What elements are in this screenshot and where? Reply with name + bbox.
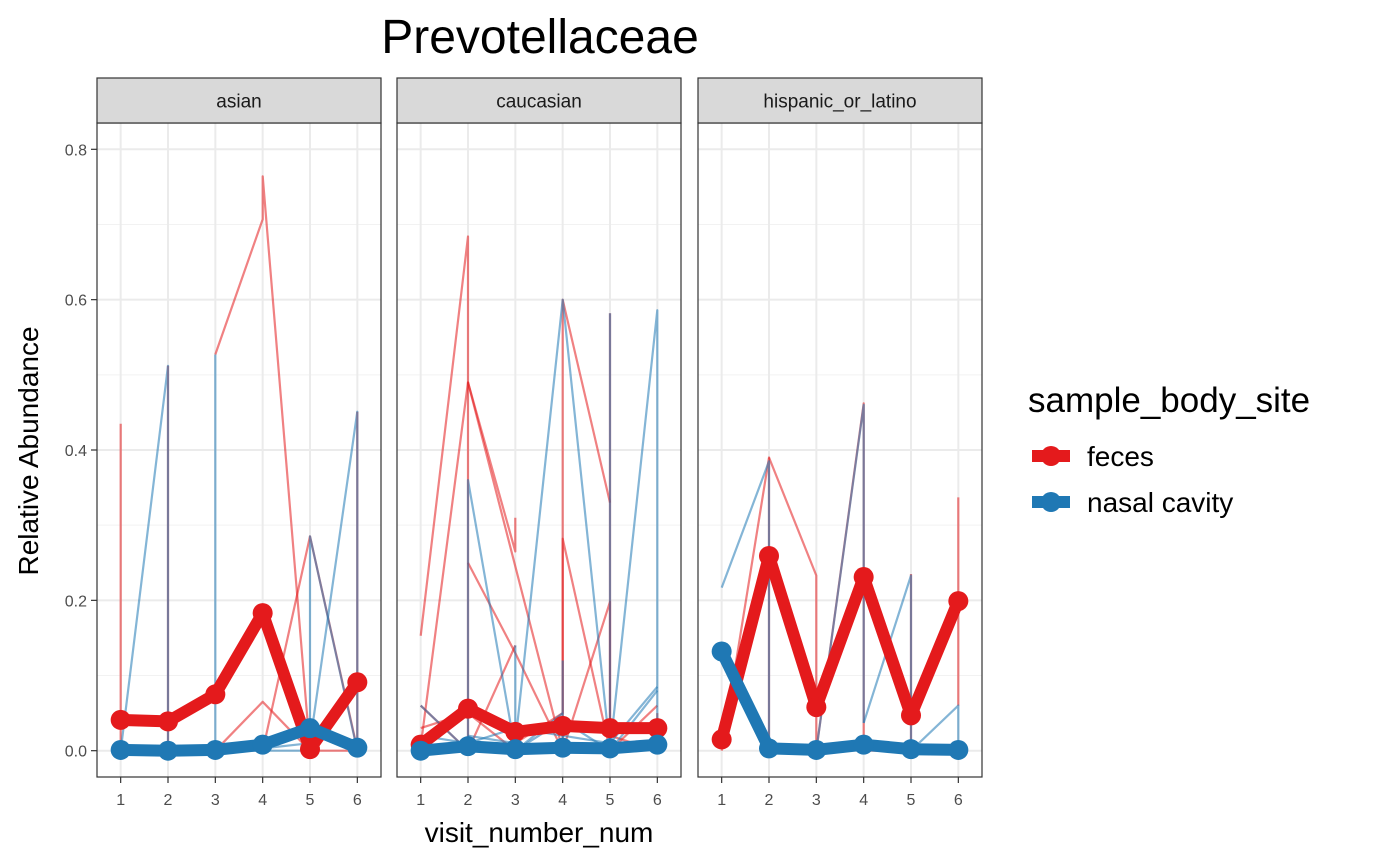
- mean-point-nasal-cavity: [806, 739, 827, 760]
- x-tick-label: 5: [907, 792, 916, 809]
- mean-point-nasal-cavity: [347, 737, 368, 758]
- mean-point-feces: [552, 715, 573, 736]
- individual-line-nasal-cavity: [262, 410, 359, 751]
- chart-title: Prevotellaceae: [381, 11, 699, 64]
- facet-panel-asian: asian 1 2 3 4 5 6 0.0 0.2 0.4 0.6 0.8: [65, 77, 382, 809]
- x-tick-label: 2: [765, 792, 774, 809]
- legend-entry-feces: feces: [1032, 441, 1154, 472]
- individual-line-feces: [466, 298, 612, 752]
- x-tick-label: 4: [859, 792, 868, 809]
- mean-point-nasal-cavity: [600, 738, 620, 759]
- facet-strip-label: caucasian: [496, 92, 582, 113]
- x-tick-label: 4: [258, 792, 267, 809]
- mean-point-feces: [600, 718, 620, 739]
- mean-point-feces: [300, 739, 320, 760]
- mean-point-nasal-cavity: [948, 739, 969, 760]
- mean-point-feces: [252, 603, 273, 624]
- mean-point-feces: [711, 729, 732, 750]
- mean-point-feces: [458, 698, 478, 719]
- mean-point-nasal-cavity: [458, 736, 478, 757]
- mean-point-feces: [205, 684, 226, 705]
- x-tick-label: 2: [164, 792, 173, 809]
- individual-line-nasal-cavity: [608, 309, 659, 752]
- mean-point-nasal-cavity: [647, 734, 668, 755]
- individual-line-nasal-cavity: [514, 689, 659, 752]
- mean-point-nasal-cavity: [110, 739, 131, 760]
- x-tick-label: 3: [211, 792, 220, 809]
- facet-strip: [96, 77, 382, 124]
- y-tick-label: 0.4: [65, 443, 87, 460]
- x-axis-title: visit_number_num: [425, 817, 654, 848]
- legend-entry-nasal-cavity: nasal cavity: [1032, 487, 1233, 518]
- facet-strip-label: asian: [216, 92, 261, 113]
- mean-point-nasal-cavity: [300, 718, 320, 739]
- individual-line-feces: [419, 381, 517, 747]
- mean-line-nasal-cavity: [420, 738, 658, 757]
- x-tick-label: 3: [511, 792, 520, 809]
- individual-line-nasal-cavity: [862, 574, 913, 751]
- x-tick-label: 1: [717, 792, 726, 809]
- individual-line-nasal-cavity: [910, 704, 960, 752]
- x-tick-label: 3: [812, 792, 821, 809]
- mean-point-nasal-cavity: [505, 739, 526, 760]
- mean-point-feces: [948, 591, 969, 612]
- legend-label-feces: feces: [1087, 441, 1154, 472]
- x-tick-label: 6: [954, 792, 963, 809]
- mean-point-feces: [347, 672, 368, 693]
- legend-key-point-nasal-cavity: [1041, 492, 1061, 512]
- y-tick-label: 0.2: [65, 593, 87, 610]
- legend-label-nasal-cavity: nasal cavity: [1087, 487, 1233, 518]
- legend-title: sample_body_site: [1028, 381, 1310, 420]
- facet-panel-hispanic_or_latino: hispanic_or_latino 1 2 3 4 5 6: [697, 77, 983, 809]
- facet-strip: [697, 77, 983, 124]
- legend: sample_body_site feces nasal cavity: [1028, 381, 1310, 518]
- individual-line-nasal-cavity: [119, 364, 170, 751]
- mean-point-nasal-cavity: [252, 734, 273, 755]
- mean-point-feces: [806, 697, 827, 718]
- mean-point-nasal-cavity: [901, 739, 921, 760]
- mean-point-nasal-cavity: [711, 641, 732, 662]
- mean-point-feces: [110, 709, 131, 730]
- x-tick-label: 5: [306, 792, 315, 809]
- mean-point-feces: [158, 711, 178, 732]
- x-tick-label: 4: [558, 792, 567, 809]
- facet-panel-caucasian: caucasian 1 2 3 4 5 6: [396, 77, 682, 809]
- y-tick-label: 0.0: [65, 744, 87, 761]
- mean-point-feces: [505, 721, 526, 742]
- x-tick-label: 1: [416, 792, 425, 809]
- mean-line-feces: [715, 550, 964, 741]
- mean-point-feces: [901, 705, 921, 726]
- mean-point-nasal-cavity: [205, 739, 226, 760]
- mean-point-nasal-cavity: [552, 737, 573, 758]
- y-tick-label: 0.8: [65, 142, 87, 159]
- mean-point-nasal-cavity: [158, 740, 178, 761]
- x-tick-label: 5: [606, 792, 615, 809]
- facet-panels: asian 1 2 3 4 5 6 0.0 0.2 0.4 0.6 0.8 caucasian 1 2 3 4 5…: [65, 77, 983, 809]
- mean-point-feces: [759, 545, 779, 566]
- x-tick-label: 6: [653, 792, 662, 809]
- mean-point-nasal-cavity: [410, 740, 431, 761]
- mean-point-nasal-cavity: [853, 734, 874, 755]
- individual-line-nasal-cavity: [262, 535, 359, 752]
- mean-point-feces: [853, 567, 874, 588]
- facet-strip-label: hispanic_or_latino: [763, 92, 916, 113]
- individual-line-nasal-cavity: [815, 403, 865, 751]
- legend-key-point-feces: [1041, 446, 1061, 466]
- individual-line-nasal-cavity: [467, 298, 612, 751]
- mean-point-nasal-cavity: [759, 738, 779, 759]
- mean-point-feces: [647, 718, 668, 739]
- x-tick-label: 6: [353, 792, 362, 809]
- facet-strip: [396, 77, 682, 124]
- y-tick-label: 0.6: [65, 293, 87, 310]
- y-axis-title: Relative Abundance: [13, 326, 44, 575]
- x-tick-label: 1: [116, 792, 125, 809]
- x-tick-label: 2: [464, 792, 473, 809]
